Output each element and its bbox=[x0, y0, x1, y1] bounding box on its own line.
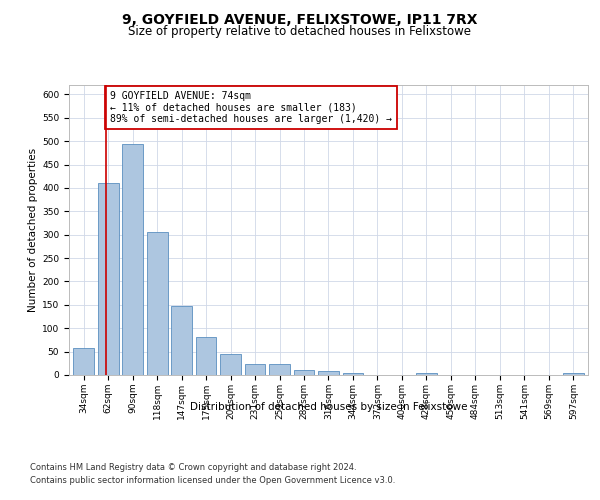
Bar bbox=[73, 348, 94, 375]
Bar bbox=[563, 373, 584, 375]
Bar bbox=[196, 337, 217, 375]
Text: Distribution of detached houses by size in Felixstowe: Distribution of detached houses by size … bbox=[190, 402, 467, 412]
Text: Size of property relative to detached houses in Felixstowe: Size of property relative to detached ho… bbox=[128, 25, 472, 38]
Bar bbox=[220, 354, 241, 375]
Y-axis label: Number of detached properties: Number of detached properties bbox=[28, 148, 38, 312]
Bar bbox=[171, 306, 192, 375]
Text: Contains public sector information licensed under the Open Government Licence v3: Contains public sector information licen… bbox=[30, 476, 395, 485]
Text: 9 GOYFIELD AVENUE: 74sqm
← 11% of detached houses are smaller (183)
89% of semi-: 9 GOYFIELD AVENUE: 74sqm ← 11% of detach… bbox=[110, 90, 392, 124]
Bar bbox=[343, 372, 364, 375]
Bar bbox=[147, 232, 167, 375]
Text: 9, GOYFIELD AVENUE, FELIXSTOWE, IP11 7RX: 9, GOYFIELD AVENUE, FELIXSTOWE, IP11 7RX bbox=[122, 12, 478, 26]
Bar bbox=[122, 144, 143, 375]
Bar bbox=[269, 364, 290, 375]
Bar bbox=[98, 183, 119, 375]
Bar bbox=[245, 364, 265, 375]
Bar bbox=[318, 372, 339, 375]
Bar bbox=[416, 372, 437, 375]
Bar bbox=[293, 370, 314, 375]
Text: Contains HM Land Registry data © Crown copyright and database right 2024.: Contains HM Land Registry data © Crown c… bbox=[30, 462, 356, 471]
